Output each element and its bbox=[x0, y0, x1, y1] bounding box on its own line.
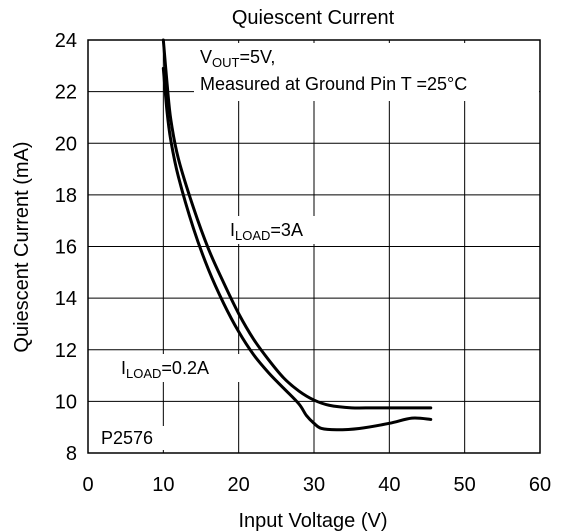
y-tick-label-5: 18 bbox=[55, 185, 77, 207]
y-tick-label-8: 24 bbox=[55, 30, 77, 52]
condition-v-rest: =5V, bbox=[239, 47, 275, 67]
x-axis-label: Input Voltage (V) bbox=[239, 510, 388, 532]
x-tick-label-0: 0 bbox=[82, 474, 93, 496]
y-axis-label: Quiescent Current (mA) bbox=[11, 141, 33, 352]
label-02a-bg bbox=[118, 354, 240, 382]
condition-line1: VOUT=5V, bbox=[200, 47, 275, 70]
label-3a-i: I bbox=[230, 220, 235, 240]
part-number-bg bbox=[96, 426, 178, 450]
grid bbox=[88, 40, 540, 453]
series-line-02A bbox=[161, 66, 433, 432]
series-line-3A bbox=[161, 38, 433, 410]
y-tick-label-4: 16 bbox=[55, 237, 77, 259]
y-tick-label-0: 8 bbox=[66, 443, 77, 465]
x-tick-label-2: 20 bbox=[228, 474, 250, 496]
label-3a-rest: =3A bbox=[270, 220, 303, 240]
y-tick-label-2: 12 bbox=[55, 340, 77, 362]
label-02a: ILOAD=0.2A bbox=[121, 358, 209, 381]
chart-title: Quiescent Current bbox=[232, 7, 395, 29]
x-tick-label-1: 10 bbox=[152, 474, 174, 496]
label-3a-bg bbox=[226, 216, 330, 244]
condition-box-bg bbox=[194, 43, 539, 101]
x-tick-label-4: 40 bbox=[378, 474, 400, 496]
condition-line2: Measured at Ground Pin T =25°C bbox=[200, 74, 467, 94]
y-tick-label-1: 10 bbox=[55, 391, 77, 413]
condition-v-sub: OUT bbox=[212, 55, 240, 70]
label-02a-rest: =0.2A bbox=[161, 358, 209, 378]
label-3a: ILOAD=3A bbox=[230, 220, 303, 243]
plot-frame bbox=[87, 39, 541, 454]
label-02a-sub: LOAD bbox=[126, 366, 161, 381]
y-tick-label-3: 14 bbox=[55, 288, 77, 310]
label-02a-i: I bbox=[121, 358, 126, 378]
x-tick-label-6: 60 bbox=[529, 474, 551, 496]
y-tick-label-7: 22 bbox=[55, 82, 77, 104]
part-number: P2576 bbox=[101, 428, 153, 448]
label-3a-sub: LOAD bbox=[235, 228, 270, 243]
x-tick-label-3: 30 bbox=[303, 474, 325, 496]
y-tick-label-6: 20 bbox=[55, 133, 77, 155]
x-tick-label-5: 50 bbox=[454, 474, 476, 496]
series-lines bbox=[161, 38, 433, 432]
condition-v: V bbox=[200, 47, 212, 67]
tick-labels: 0 10 20 30 40 50 60 8 10 12 14 16 18 20 22 24 bbox=[55, 30, 551, 496]
